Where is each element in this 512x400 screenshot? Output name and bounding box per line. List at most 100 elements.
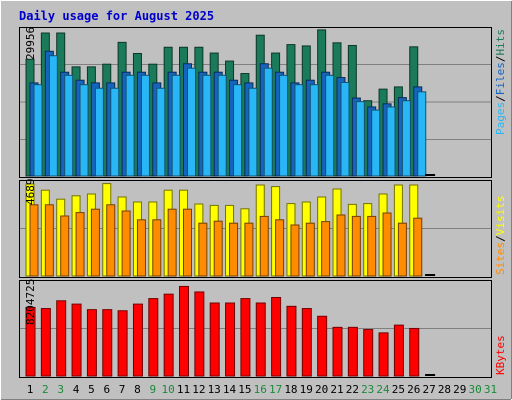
bar-kbytes-kbytes-day-17 <box>271 296 282 377</box>
bar-kbytes-kbytes-day-6 <box>102 309 113 377</box>
x-axis-day-label-14: 14 <box>223 383 237 396</box>
bar-kbytes-kbytes-day-5 <box>86 309 97 377</box>
legend-item-files: Files <box>494 62 507 95</box>
legend-traffic: Pages/Files/Hits <box>494 29 507 135</box>
legend-separator: / <box>494 56 507 63</box>
bar-kbytes-kbytes-day-18 <box>286 305 297 377</box>
panel-visits-max-label: 4689 <box>24 179 37 206</box>
x-axis-day-label-9: 9 <box>149 383 156 396</box>
x-axis-day-label-2: 2 <box>42 383 49 396</box>
bar-traffic-pages-day-22 <box>355 101 365 177</box>
bar-kbytes-kbytes-day-26 <box>409 327 420 377</box>
x-axis-day-label-31: 31 <box>484 383 497 396</box>
panel-kbytes-max-label: 8204725 <box>24 279 37 325</box>
bar-traffic-pages-day-17 <box>279 74 289 177</box>
bar-traffic-pages-day-11 <box>187 67 196 177</box>
bar-traffic-pages-day-20 <box>325 74 335 177</box>
bar-traffic-pages-day-19 <box>309 84 319 177</box>
legend-kbytes: KBytes <box>494 335 507 375</box>
bar-traffic-pages-day-2 <box>48 55 58 177</box>
bar-visits-sites-day-9 <box>152 219 162 277</box>
bar-visits-sites-day-22 <box>351 215 361 277</box>
bar-kbytes-kbytes-day-13 <box>209 302 220 377</box>
bar-traffic-pages-day-9 <box>156 87 166 177</box>
legend-item-visits: Visits <box>494 196 507 236</box>
bar-visits-sites-day-13 <box>213 220 223 277</box>
x-axis-day-label-21: 21 <box>330 383 343 396</box>
bar-visits-sites-day-24 <box>382 212 392 277</box>
x-axis-day-label-5: 5 <box>88 383 95 396</box>
x-axis-day-label-17: 17 <box>269 383 282 396</box>
bar-visits-sites-day-11 <box>183 208 192 277</box>
bar-visits-sites-day-18 <box>290 224 300 277</box>
bar-visits-sites-day-1 <box>29 204 39 277</box>
bar-visits-sites-day-21 <box>336 214 346 277</box>
bar-visits-sites-day-4 <box>75 212 85 277</box>
bar-traffic-pages-day-8 <box>140 74 150 177</box>
x-axis-day-label-30: 30 <box>469 383 482 396</box>
bar-visits-sites-day-19 <box>305 222 315 277</box>
bar-traffic-pages-day-4 <box>79 84 89 177</box>
bar-kbytes-kbytes-day-10 <box>163 293 174 377</box>
bar-traffic-pages-day-16 <box>263 67 273 177</box>
x-axis-day-label-4: 4 <box>73 383 80 396</box>
x-axis-day-label-3: 3 <box>57 383 64 396</box>
bar-kbytes-kbytes-day-21 <box>332 326 343 377</box>
bar-kbytes-kbytes-day-1 <box>25 306 36 377</box>
legend-item-kbytes: KBytes <box>494 335 507 375</box>
bar-traffic-pages-day-13 <box>217 74 227 177</box>
x-axis-day-label-13: 13 <box>208 383 221 396</box>
bar-kbytes-kbytes-day-16 <box>255 302 266 377</box>
bar-kbytes-kbytes-day-24 <box>378 332 389 377</box>
bar-traffic-pages-day-10 <box>171 74 181 177</box>
bar-visits-sites-day-17 <box>275 219 285 277</box>
bar-kbytes-kbytes-day-14 <box>225 302 236 377</box>
bar-traffic-pages-day-12 <box>202 74 212 177</box>
x-axis-day-label-6: 6 <box>103 383 110 396</box>
bar-traffic-pages-day-24 <box>386 106 396 177</box>
bar-kbytes-kbytes-day-25 <box>393 324 404 377</box>
x-axis-day-label-7: 7 <box>119 383 126 396</box>
x-axis-day-label-25: 25 <box>392 383 405 396</box>
bar-kbytes-kbytes-day-2 <box>40 308 51 377</box>
x-axis-day-label-12: 12 <box>192 383 205 396</box>
bar-visits-sites-day-5 <box>90 208 100 277</box>
legend-item-sites: Sites <box>494 242 507 275</box>
legend-separator: / <box>494 235 507 242</box>
x-axis-day-label-11: 11 <box>177 383 190 396</box>
bar-visits-sites-day-7 <box>121 210 131 277</box>
x-axis-day-label-22: 22 <box>346 383 359 396</box>
x-axis-day-label-1: 1 <box>27 383 34 396</box>
bar-visits-sites-day-16 <box>259 215 269 277</box>
x-axis-day-label-10: 10 <box>162 383 175 396</box>
bar-traffic-pages-day-26 <box>417 91 427 177</box>
legend-item-pages: Pages <box>494 102 507 135</box>
bar-traffic-pages-day-14 <box>233 84 243 177</box>
bar-traffic-pages-day-21 <box>340 81 350 177</box>
bar-kbytes-kbytes-day-12 <box>194 291 205 377</box>
bar-kbytes-kbytes-day-8 <box>132 303 143 377</box>
legend-item-hits: Hits <box>494 29 507 56</box>
bar-visits-sites-day-26 <box>413 217 423 277</box>
x-axis-day-label-16: 16 <box>254 383 267 396</box>
bar-traffic-pages-day-25 <box>401 100 411 177</box>
bar-visits-sites-day-2 <box>44 204 54 277</box>
x-axis-day-label-23: 23 <box>361 383 374 396</box>
bar-visits-sites-day-23 <box>367 215 377 277</box>
x-axis-labels: 1 2 3 4 5 6 7 8 9 10 11 12 13 14 15 16 17 18 19 20 21 22 23 24 2… <box>27 383 497 396</box>
bar-visits-sites-day-10 <box>167 208 177 277</box>
bar-traffic-pages-day-23 <box>371 109 381 177</box>
bar-visits-sites-day-12 <box>198 222 208 277</box>
chart-title: Daily usage for August 2025 <box>19 9 214 23</box>
bar-visits-sites-day-8 <box>136 219 146 277</box>
bar-kbytes-kbytes-day-20 <box>317 315 328 377</box>
legend-visits: Sites/Visits <box>494 196 507 276</box>
bar-traffic-pages-day-18 <box>294 84 304 177</box>
bar-visits-sites-day-25 <box>397 222 407 277</box>
bar-visits-sites-day-3 <box>60 215 70 277</box>
x-axis-day-label-18: 18 <box>284 383 297 396</box>
bars-layer <box>25 29 436 377</box>
x-axis-day-label-8: 8 <box>134 383 141 396</box>
x-axis-day-label-28: 28 <box>438 383 451 396</box>
x-axis-day-label-27: 27 <box>422 383 435 396</box>
